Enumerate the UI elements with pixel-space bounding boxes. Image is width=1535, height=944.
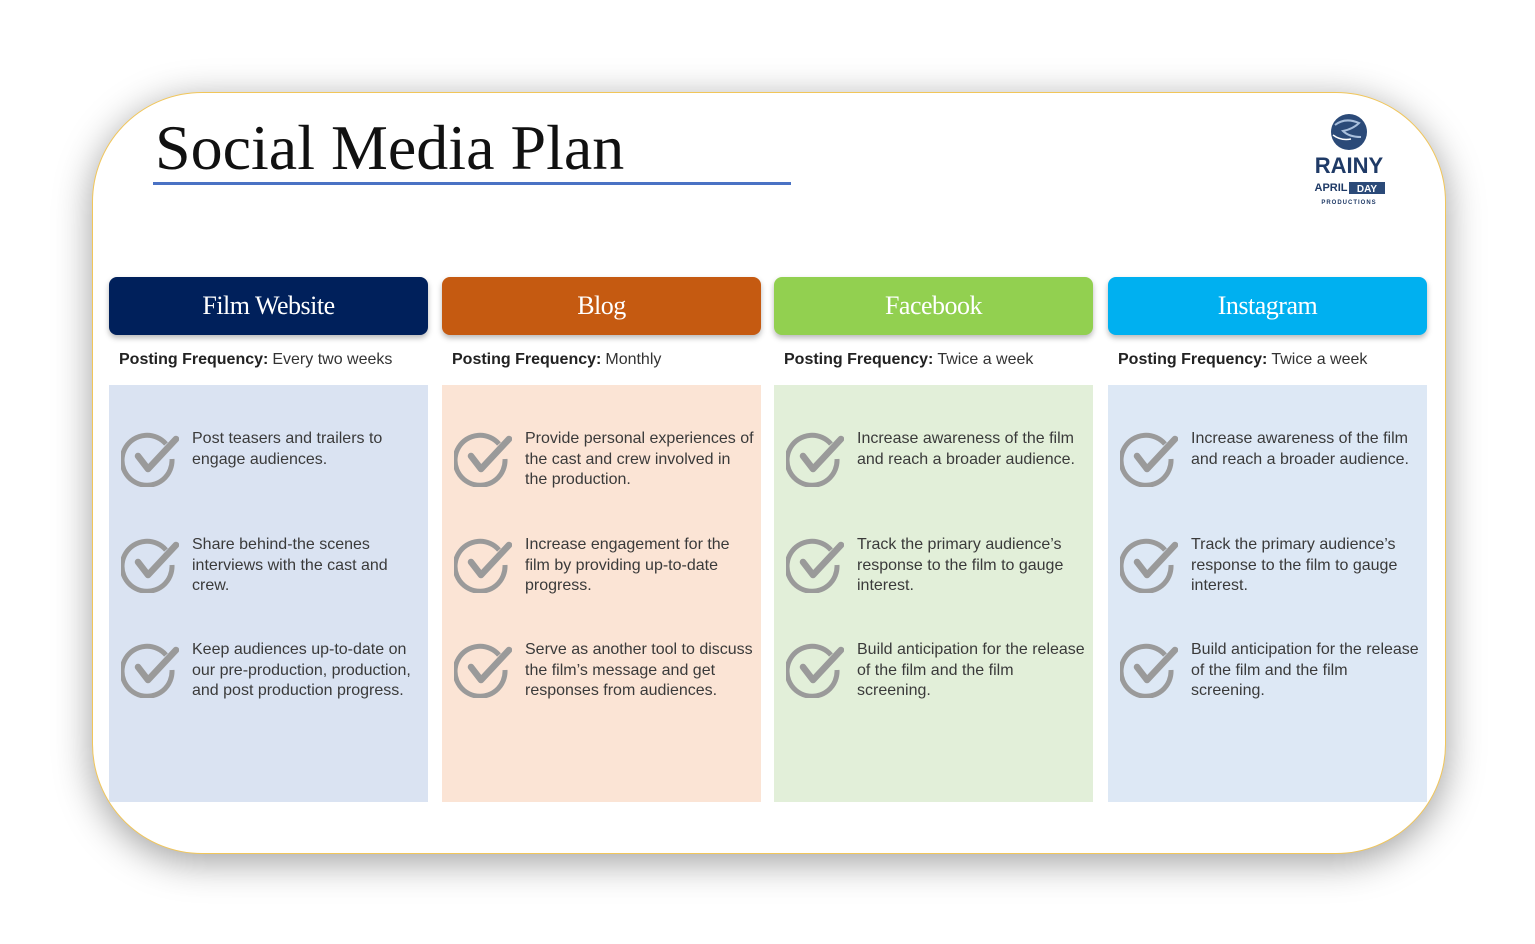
- check-circle-icon: [452, 427, 513, 488]
- slide: Social Media Plan RAINY APRIL DAY PRODUC…: [92, 92, 1446, 854]
- posting-frequency-value: Every two weeks: [272, 351, 393, 368]
- goal-text: Build anticipation for the release of th…: [1191, 641, 1419, 699]
- goal-item: Track the primary audience’s response to…: [784, 533, 1086, 597]
- check-circle-icon: [119, 533, 180, 594]
- goals-panel: Post teasers and trailers to engage audi…: [109, 385, 428, 802]
- check-circle-icon: [784, 533, 845, 594]
- check-circle-icon: [784, 638, 845, 699]
- goal-item: Track the primary audience’s response to…: [1118, 533, 1420, 597]
- logo-line3: DAY: [1357, 184, 1378, 195]
- goal-item: Build anticipation for the release of th…: [1118, 638, 1420, 702]
- column-header: Instagram: [1108, 277, 1427, 335]
- page-title: Social Media Plan: [155, 112, 625, 183]
- posting-frequency-label: Posting Frequency:: [1118, 351, 1268, 368]
- posting-frequency: Posting Frequency: Twice a week: [1108, 335, 1427, 385]
- check-circle-icon: [1118, 533, 1179, 594]
- goal-item: Increase awareness of the film and reach…: [784, 427, 1086, 488]
- goal-item: Keep audiences up-to-date on our pre-pro…: [119, 638, 421, 702]
- goal-item: Provide personal experiences of the cast…: [452, 427, 754, 491]
- column-3: Instagram Posting Frequency: Twice a week I…: [1108, 277, 1427, 802]
- check-circle-icon: [119, 427, 180, 488]
- posting-frequency-label: Posting Frequency:: [119, 351, 269, 368]
- posting-frequency-value: Twice a week: [937, 351, 1034, 368]
- column-1: Blog Posting Frequency: Monthly Provide per…: [442, 277, 761, 802]
- goal-item: Increase engagement for the film by prov…: [452, 533, 754, 597]
- posting-frequency-value: Monthly: [605, 351, 662, 368]
- goal-item: Build anticipation for the release of th…: [784, 638, 1086, 702]
- check-circle-icon: [784, 427, 845, 488]
- company-logo: RAINY APRIL DAY PRODUCTIONS: [1315, 114, 1385, 206]
- logo-line2: APRIL: [1315, 182, 1348, 194]
- column-0: Film Website Posting Frequency: Every two …: [109, 277, 428, 802]
- goals-panel: Increase awareness of the film and reach…: [774, 385, 1093, 802]
- goal-text: Provide personal experiences of the cast…: [525, 430, 754, 488]
- posting-frequency: Posting Frequency: Monthly: [442, 335, 761, 385]
- goal-text: Track the primary audience’s response to…: [1191, 536, 1398, 594]
- goal-item: Increase awareness of the film and reach…: [1118, 427, 1420, 488]
- column-header: Film Website: [109, 277, 428, 335]
- goal-item: Post teasers and trailers to engage audi…: [119, 427, 421, 488]
- posting-frequency-label: Posting Frequency:: [452, 351, 602, 368]
- posting-frequency-value: Twice a week: [1271, 351, 1368, 368]
- posting-frequency-label: Posting Frequency:: [784, 351, 934, 368]
- goal-item: Share behind-the scenes interviews with …: [119, 533, 421, 597]
- goals-panel: Increase awareness of the film and reach…: [1108, 385, 1427, 802]
- check-circle-icon: [1118, 638, 1179, 699]
- goal-text: Post teasers and trailers to engage audi…: [192, 430, 383, 468]
- title-underline: [153, 182, 791, 185]
- goal-text: Track the primary audience’s response to…: [857, 536, 1064, 594]
- posting-frequency: Posting Frequency: Twice a week: [774, 335, 1093, 385]
- check-circle-icon: [452, 638, 513, 699]
- check-circle-icon: [452, 533, 513, 594]
- logo-line1: RAINY: [1315, 153, 1384, 178]
- check-circle-icon: [1118, 427, 1179, 488]
- goals-panel: Provide personal experiences of the cast…: [442, 385, 761, 802]
- goal-text: Build anticipation for the release of th…: [857, 641, 1085, 699]
- goal-text: Serve as another tool to discuss the fil…: [525, 641, 753, 699]
- check-circle-icon: [119, 638, 180, 699]
- goal-text: Increase awareness of the film and reach…: [1191, 430, 1409, 468]
- goal-text: Increase awareness of the film and reach…: [857, 430, 1075, 468]
- goal-item: Serve as another tool to discuss the fil…: [452, 638, 754, 702]
- column-header: Facebook: [774, 277, 1093, 335]
- column-header: Blog: [442, 277, 761, 335]
- posting-frequency: Posting Frequency: Every two weeks: [109, 335, 428, 385]
- goal-text: Keep audiences up-to-date on our pre-pro…: [192, 641, 411, 699]
- goal-text: Share behind-the scenes interviews with …: [192, 536, 388, 594]
- logo-line4: PRODUCTIONS: [1321, 200, 1376, 206]
- goal-text: Increase engagement for the film by prov…: [525, 536, 730, 594]
- column-2: Facebook Posting Frequency: Twice a week In…: [774, 277, 1093, 802]
